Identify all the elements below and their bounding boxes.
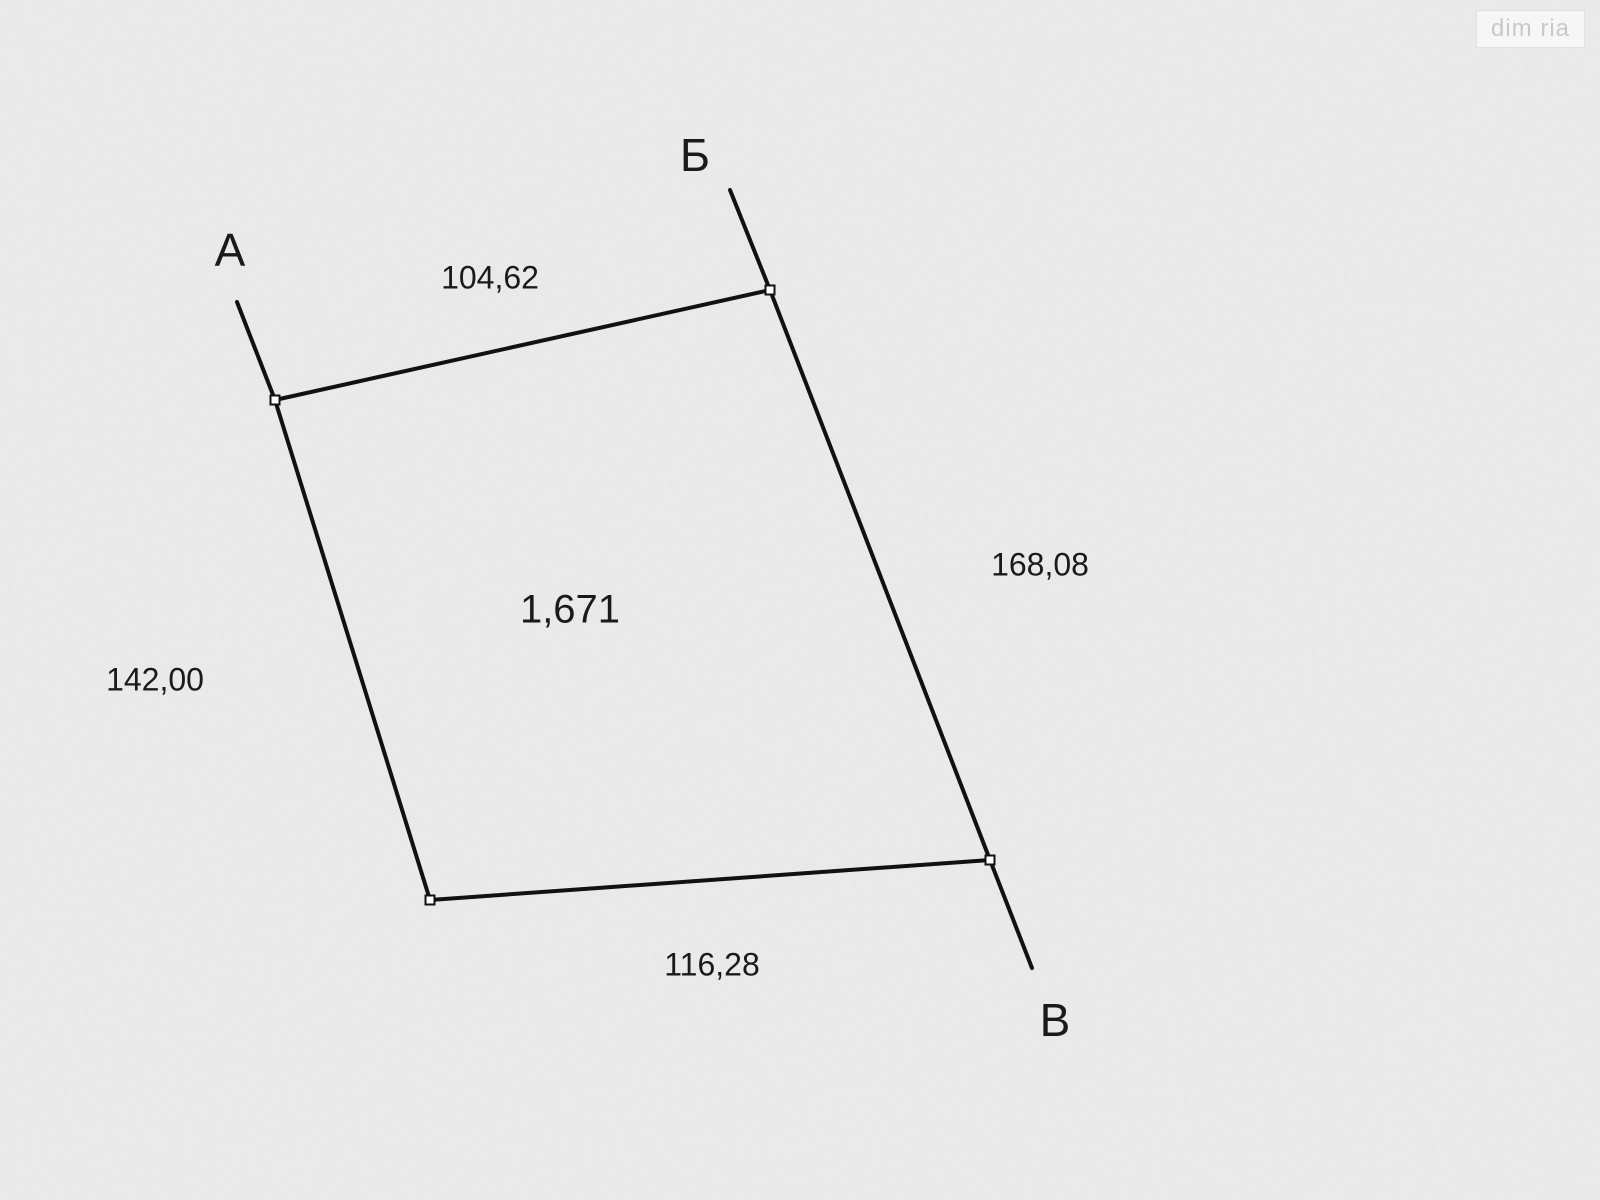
vertex-label-b: Б <box>680 128 710 182</box>
edge-label-da: 142,00 <box>106 662 204 699</box>
plot-svg <box>0 0 1600 1200</box>
edge-label-bv: 168,08 <box>991 547 1089 584</box>
vertex-label-a: А <box>215 223 246 277</box>
watermark: dim ria <box>1476 10 1585 48</box>
center-area-label: 1,671 <box>520 588 620 633</box>
vertex-label-v: В <box>1040 993 1071 1047</box>
plot-canvas: А Б В 104,62 168,08 116,28 142,00 1,671 … <box>0 0 1600 1200</box>
edge-label-vd: 116,28 <box>664 947 760 984</box>
edge-label-ab: 104,62 <box>441 260 539 297</box>
